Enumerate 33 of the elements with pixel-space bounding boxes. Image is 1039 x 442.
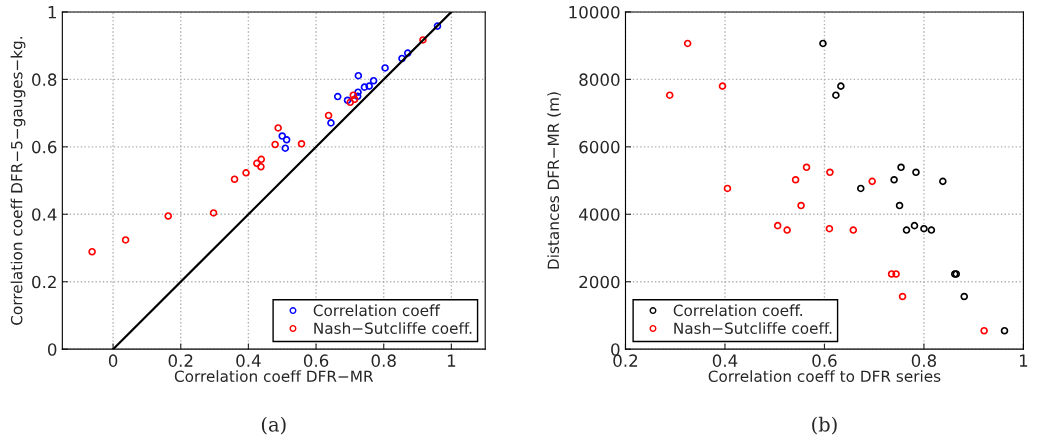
y-tick-label: 6000 <box>579 140 620 154</box>
legend-label: Correlation coeff. <box>673 304 802 317</box>
x-tick-label: 1 <box>447 354 456 367</box>
y-tick-label: 10000 <box>569 5 620 19</box>
x-tick-label: 0.8 <box>371 354 396 367</box>
y-tick-label: 0.8 <box>32 73 57 86</box>
x-axis-title: Correlation coeff DFR−MR <box>174 370 374 382</box>
x-tick-label: 0.6 <box>303 354 329 367</box>
x-tick-label: 1 <box>1019 354 1028 367</box>
x-tick-label: 0.2 <box>613 354 638 367</box>
y-tick-label: 0 <box>47 343 57 356</box>
y-tick-label: 8000 <box>579 73 620 86</box>
y-tick-label: 0.6 <box>32 140 57 154</box>
x-tick-label: 0.4 <box>236 354 261 367</box>
text: (a) <box>261 416 286 435</box>
legend-label: Nash−Sutcliffe coeff. <box>674 322 832 334</box>
x-tick-label: 0 <box>108 354 118 367</box>
y-tick-label: 4000 <box>579 208 620 221</box>
y-tick-label: 0 <box>611 343 620 356</box>
x-tick-label: 0.2 <box>168 354 193 367</box>
x-axis-title: Correlation coeff to DFR series <box>708 370 941 382</box>
legend-label: Nash−Sutcliffe coeff. <box>314 322 472 334</box>
x-tick-label: 0.8 <box>911 354 937 367</box>
legend-label: Correlation coeff <box>313 304 441 317</box>
x-tick-label: 0.6 <box>812 354 837 367</box>
y-tick-label: 1 <box>48 6 56 19</box>
y-tick-label: 0.4 <box>32 208 57 221</box>
x-tick-label: 0.4 <box>712 354 738 367</box>
y-tick-label: 2000 <box>579 275 620 289</box>
y-axis-title: Correlation coeff DFR−5−gauges−kg. <box>10 37 26 325</box>
y-axis-title: Distances DFR−MR (m) <box>547 92 561 269</box>
y-tick-label: 0.2 <box>32 275 56 289</box>
text: (b) <box>812 416 837 435</box>
